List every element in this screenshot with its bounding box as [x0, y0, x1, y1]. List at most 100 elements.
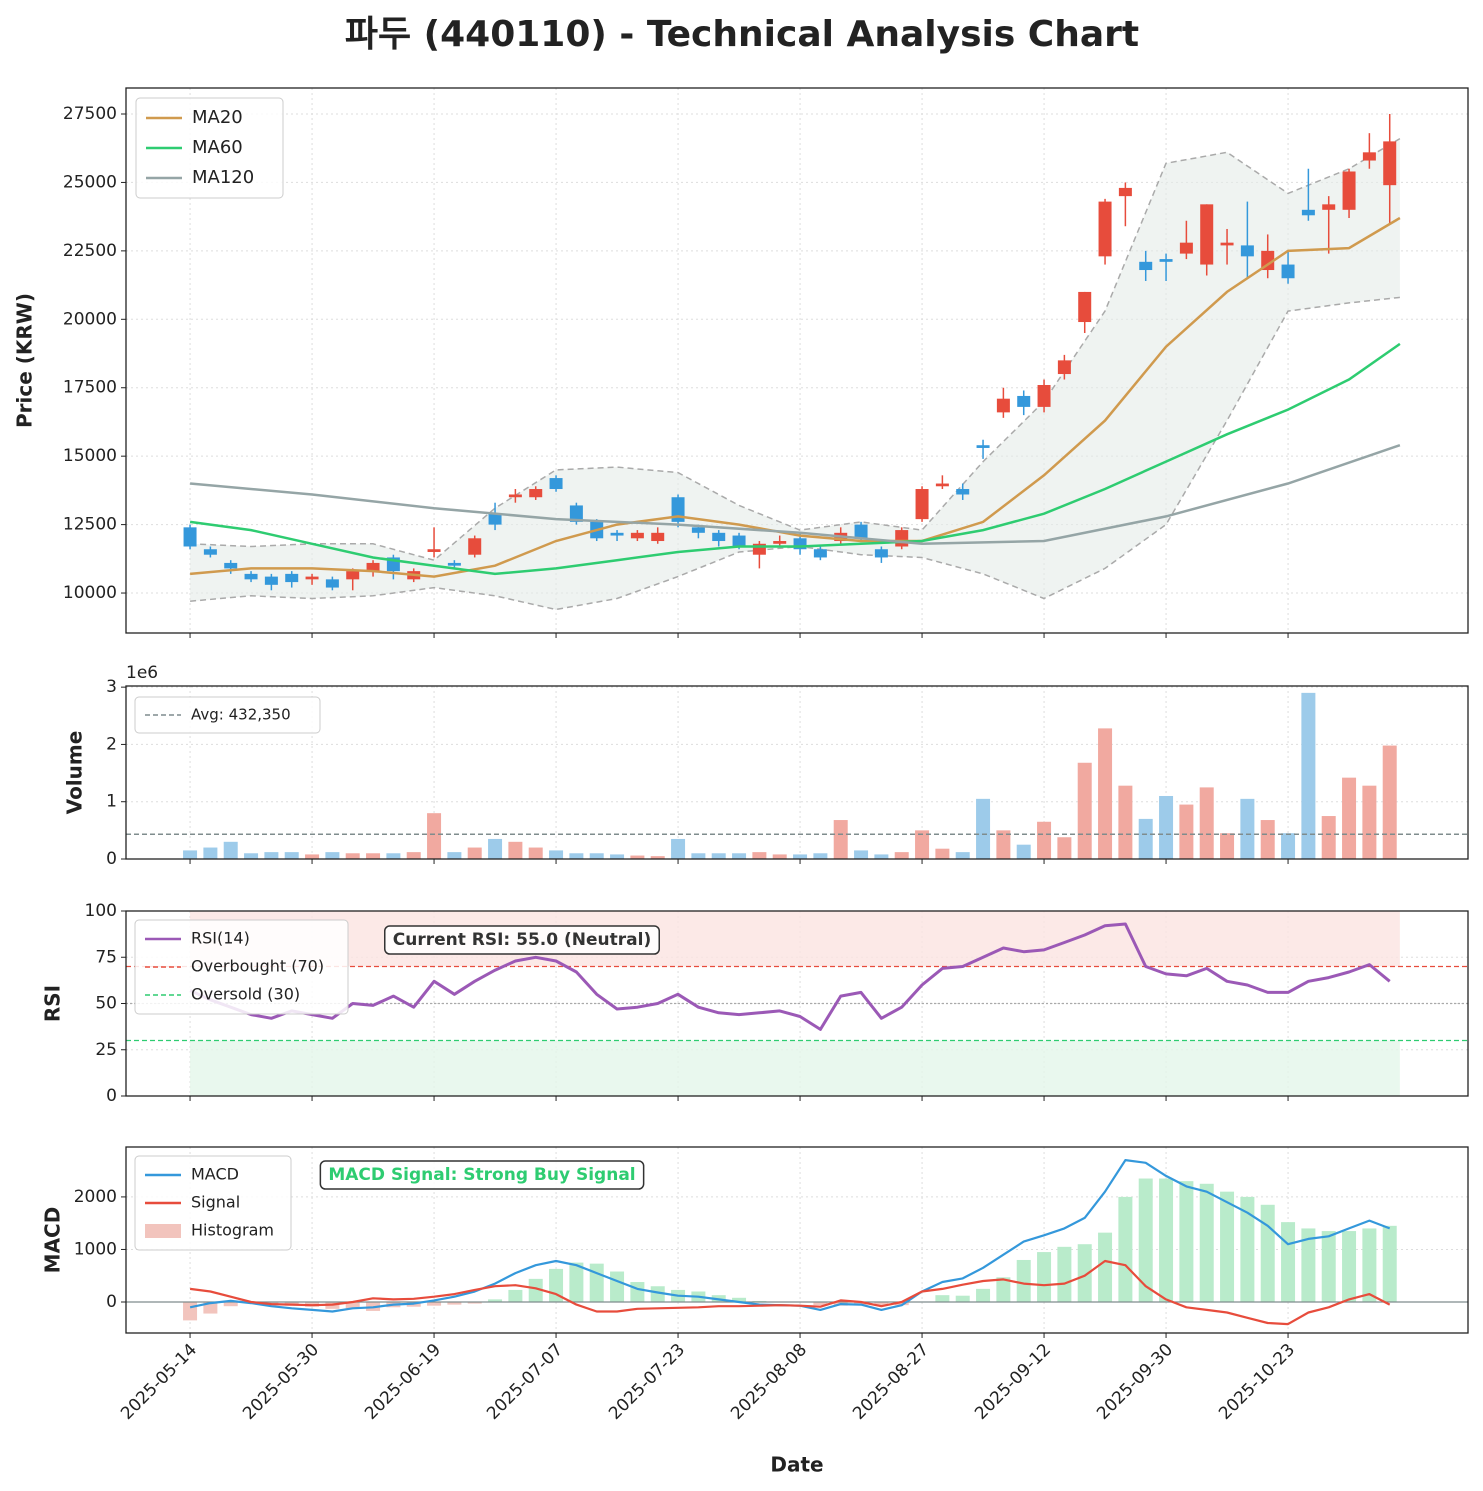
histogram-bar: [813, 1302, 828, 1306]
candle-body: [956, 489, 970, 495]
volume-bar: [284, 852, 299, 859]
y-axis-title: MACD: [41, 1207, 65, 1274]
volume-bar: [528, 847, 543, 859]
volume-bar: [589, 853, 604, 859]
plot-area: [126, 1159, 1468, 1326]
volume-bar: [1118, 785, 1133, 859]
legend-label: MA60: [192, 137, 243, 158]
x-axis-title: Date: [770, 1453, 823, 1477]
axes-frame: [125, 685, 1469, 860]
candle-body: [508, 494, 522, 498]
legend-box: [135, 97, 284, 199]
candle-body: [1017, 395, 1031, 407]
volume-bar: [1281, 833, 1296, 859]
series-line: [189, 922, 1391, 1031]
y-tick-label: 0: [106, 1292, 117, 1312]
volume-bar: [610, 854, 625, 859]
y-tick-label: 22500: [63, 241, 117, 261]
histogram-bar: [976, 1288, 991, 1302]
histogram-bar: [508, 1289, 523, 1302]
volume-bar: [752, 852, 767, 859]
volume-bar: [406, 852, 421, 859]
moving-average-line: [189, 342, 1401, 576]
histogram-bar: [183, 1302, 198, 1321]
histogram-bar: [1138, 1178, 1153, 1302]
histogram-bar: [1281, 1222, 1296, 1302]
volume-bar: [183, 850, 198, 859]
candle-body: [1322, 204, 1336, 210]
histogram-bar: [1220, 1191, 1235, 1302]
y-tick-label: 10000: [63, 583, 117, 603]
candle-body: [244, 573, 258, 580]
axes-frame: [125, 87, 1469, 634]
histogram-bar: [894, 1302, 909, 1306]
volume-bar: [732, 853, 747, 859]
candle-body: [1342, 171, 1356, 210]
volume-bar: [1220, 833, 1235, 859]
axes-frame: [125, 1146, 1469, 1334]
moving-average-line: [189, 444, 1401, 546]
volume-bar: [955, 852, 970, 859]
offset-label: 1e6: [126, 663, 158, 683]
volume-bar: [366, 853, 381, 859]
candle-body: [773, 541, 787, 544]
legend-label: Avg: 432,350: [191, 706, 291, 724]
volume-bar: [325, 852, 340, 859]
histogram-bar: [610, 1271, 625, 1302]
candle-body: [325, 579, 339, 588]
annotation: MACD Signal: Strong Buy Signal: [319, 1160, 645, 1190]
volume-bar: [244, 853, 259, 859]
candle-body: [610, 532, 624, 536]
histogram-bar: [732, 1297, 747, 1302]
volume-bar: [650, 856, 665, 859]
plot-area: [126, 911, 1468, 1096]
candle-body: [488, 513, 502, 525]
volume-bar: [1260, 820, 1275, 859]
volume-bar: [427, 813, 442, 859]
volume-bar: [1057, 837, 1072, 859]
y-axis-title: Price (KRW): [13, 293, 37, 428]
volume-bar: [894, 852, 909, 859]
y-tick-label: 100: [85, 901, 117, 921]
zone-band: [190, 911, 1400, 967]
y-tick-label: 50: [95, 994, 117, 1014]
volume-bar: [203, 847, 218, 859]
candle-body: [874, 549, 888, 558]
legend-label: MACD: [191, 1165, 239, 1184]
candle-body: [264, 576, 278, 585]
candle-body: [468, 538, 482, 555]
legend-box: [134, 696, 321, 734]
legend: Avg: 432,350: [134, 696, 321, 734]
volume-bar: [874, 854, 889, 859]
plot-area: [126, 692, 1468, 859]
volume-bar: [467, 847, 482, 859]
histogram-bar: [854, 1302, 869, 1305]
bollinger-upper: [190, 137, 1401, 562]
candle-body: [1057, 360, 1071, 375]
volume-bar: [508, 841, 523, 859]
candle-body: [1179, 242, 1193, 254]
volume-bar: [996, 830, 1011, 859]
y-tick-label: 27500: [63, 104, 117, 124]
legend-swatch: [145, 1224, 181, 1238]
histogram-bar: [1098, 1232, 1113, 1302]
plot-area: [183, 114, 1401, 611]
x-tick-label: 2025-05-14: [117, 1340, 201, 1424]
x-tick-label: 2025-08-27: [849, 1340, 933, 1424]
y-axis-title: Volume: [63, 731, 87, 815]
histogram-bar: [488, 1299, 503, 1302]
volume-bar: [976, 798, 991, 859]
y-tick-label: 2: [106, 734, 117, 754]
volume-bar: [1382, 745, 1397, 859]
legend: MA20 MA60 MA120: [135, 97, 284, 199]
candle-body: [1383, 141, 1397, 186]
volume-bar: [772, 854, 787, 859]
volume-bar: [1037, 821, 1052, 859]
volume-bar: [915, 830, 930, 859]
volume-bar: [549, 850, 564, 859]
histogram-bar: [467, 1302, 482, 1304]
volume-bar: [345, 853, 360, 859]
candle-body: [793, 538, 807, 550]
candle-body: [1118, 187, 1132, 197]
